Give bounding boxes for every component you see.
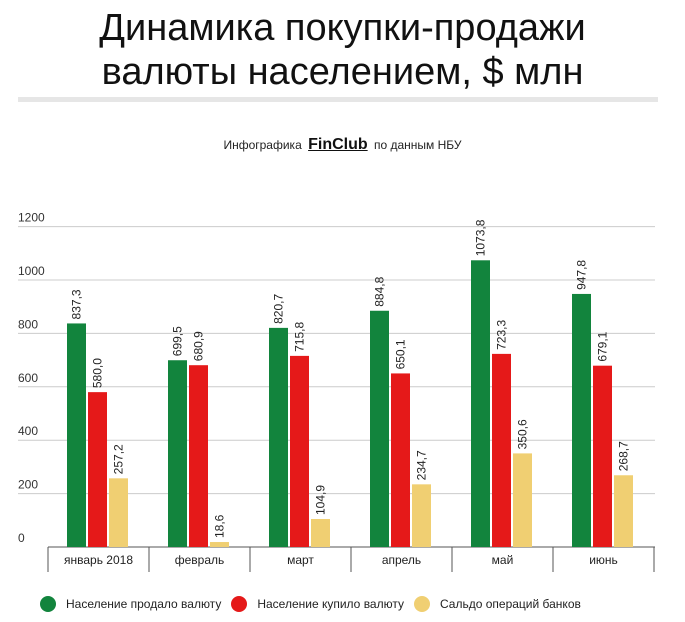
- y-tick-label: 800: [18, 317, 38, 331]
- legend-color-swatch: [40, 596, 56, 612]
- x-tick-label: март: [287, 553, 314, 567]
- legend-label: Население купило валюту: [257, 597, 404, 611]
- bar: [109, 478, 128, 547]
- bar: [572, 293, 591, 547]
- x-tick-label: июнь: [589, 553, 618, 567]
- bar: [290, 355, 309, 547]
- chart-title-line1: Динамика покупки-продажи: [99, 7, 586, 49]
- source-brand-link[interactable]: FinClub: [308, 136, 368, 153]
- source-prefix: Инфографика: [223, 138, 302, 152]
- legend-label: Сальдо операций банков: [439, 597, 581, 611]
- y-tick-label: 600: [18, 371, 38, 385]
- bar: [513, 453, 532, 547]
- data-label: 820,7: [272, 294, 286, 324]
- chart-legend: Население продало валюту Население купило…: [40, 596, 591, 612]
- data-label: 350,6: [516, 419, 530, 449]
- data-label: 650,1: [394, 339, 408, 369]
- data-label: 234,7: [415, 450, 429, 480]
- data-label: 104,9: [314, 485, 328, 515]
- chart-title-line2: валюты населением, $ млн: [101, 51, 584, 93]
- x-tick-label: май: [492, 553, 514, 567]
- data-label: 715,8: [293, 322, 307, 352]
- x-tick-label: апрель: [382, 553, 421, 567]
- legend-color-swatch: [231, 596, 248, 612]
- data-label: 679,1: [596, 331, 610, 361]
- bar: [168, 360, 187, 547]
- legend-item: Сальдо операций банков: [413, 596, 581, 612]
- data-label: 580,0: [91, 358, 105, 388]
- bar: [88, 392, 107, 547]
- bar: [210, 542, 229, 547]
- bar: [593, 365, 612, 547]
- legend-item: Население продало валюту: [40, 596, 221, 612]
- data-label: 680,9: [192, 331, 206, 361]
- source-suffix: по данным НБУ: [373, 138, 462, 152]
- legend-item: Население купило валюту: [231, 596, 404, 612]
- bar: [492, 353, 511, 547]
- legend-label: Население продало валюту: [66, 597, 222, 611]
- legend-color-swatch: [413, 596, 430, 612]
- bar: [67, 323, 86, 547]
- data-label: 884,8: [373, 276, 387, 306]
- data-label: 18,6: [213, 514, 227, 538]
- y-tick-label: 0: [18, 531, 25, 545]
- x-tick-label: январь 2018: [64, 553, 133, 567]
- y-tick-label: 1200: [18, 211, 45, 225]
- bar: [614, 475, 633, 547]
- bar: [471, 260, 490, 547]
- bar: [412, 484, 431, 547]
- y-tick-label: 1000: [18, 264, 45, 278]
- y-tick-label: 400: [18, 424, 38, 438]
- bar: [311, 518, 330, 547]
- x-tick-label: февраль: [175, 553, 225, 567]
- data-label: 699,5: [171, 326, 185, 356]
- y-tick-label: 200: [18, 478, 38, 492]
- bar: [189, 365, 208, 547]
- data-label: 1073,8: [474, 219, 488, 256]
- source-caption: Инфографика FinClub по данным НБУ: [0, 136, 685, 154]
- data-label: 947,8: [575, 260, 589, 290]
- data-label: 257,2: [112, 444, 126, 474]
- data-label: 837,3: [70, 289, 84, 319]
- chart-title: Динамика покупки-продажи валюты населени…: [0, 6, 685, 94]
- bar: [370, 310, 389, 547]
- bar: [269, 327, 288, 547]
- bar: [391, 373, 410, 547]
- data-label: 723,3: [495, 320, 509, 350]
- data-label: 268,7: [617, 441, 631, 471]
- title-divider: [18, 97, 658, 102]
